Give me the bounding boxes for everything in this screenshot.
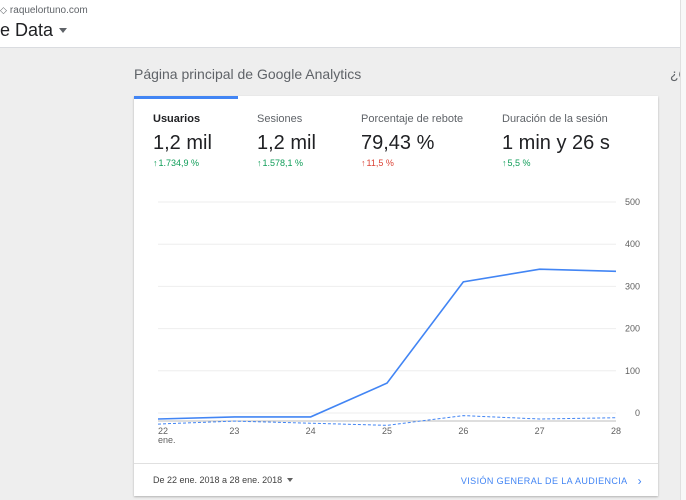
metric-label: Sesiones bbox=[257, 113, 303, 125]
x-tick-label: 28 bbox=[611, 426, 621, 436]
x-tick-label: 27 bbox=[535, 426, 545, 436]
account-domain[interactable]: ◇ raquelortuno.com bbox=[0, 5, 88, 16]
metric-value: 1,2 mil bbox=[257, 132, 316, 154]
metric-label: Duración de la sesión bbox=[502, 113, 608, 125]
property-icon: ◇ bbox=[0, 5, 7, 15]
x-tick-label: 24 bbox=[306, 426, 316, 436]
metric-value: 79,43 % bbox=[361, 132, 435, 154]
users-line-chart: 500 400 300 200 100 0 22 23 24 25 26 27 28 ene. bbox=[157, 197, 640, 445]
metric-label: Porcentaje de rebote bbox=[361, 113, 464, 125]
arrow-up-icon: ↑ bbox=[502, 158, 507, 168]
arrow-up-icon: ↑ bbox=[153, 158, 158, 168]
arrow-up-icon: ↑ bbox=[257, 158, 262, 168]
metric-change-value: 1.734,9 % bbox=[158, 158, 200, 168]
chevron-down-icon bbox=[59, 28, 68, 33]
metric-change: ↑ 1.734,9 % bbox=[153, 158, 212, 168]
chevron-down-icon bbox=[287, 478, 294, 482]
metric-value: 1,2 mil bbox=[153, 132, 212, 154]
metric-change-value: 5,5 % bbox=[507, 158, 531, 168]
section-title: Página principal de Google Analytics bbox=[134, 66, 362, 82]
top-bar: ◇ raquelortuno.com e Data bbox=[0, 0, 686, 48]
comparison-series-line bbox=[157, 415, 617, 426]
metric-change-value: 11,5 % bbox=[366, 158, 394, 168]
date-range-selector[interactable]: De 22 ene. 2018 a 28 ene. 2018 bbox=[153, 475, 294, 485]
y-tick-label: 400 bbox=[625, 239, 640, 249]
x-tick-sublabel: ene. bbox=[158, 435, 176, 445]
card-footer: De 22 ene. 2018 a 28 ene. 2018 VISIÓN GE… bbox=[134, 463, 658, 496]
metric-label: Usuarios bbox=[153, 113, 201, 125]
audience-overview-link[interactable]: VISIÓN GENERAL DE LA AUDIENCIA › bbox=[461, 474, 642, 488]
metric-value: 1 min y 26 s bbox=[502, 132, 610, 154]
y-tick-label: 100 bbox=[625, 366, 640, 376]
date-range-text: De 22 ene. 2018 a 28 ene. 2018 bbox=[153, 475, 283, 485]
metric-tab-users[interactable]: Usuarios 1,2 mil ↑ 1.734,9 % bbox=[153, 113, 212, 168]
metric-change: ↑ 1.578,1 % bbox=[257, 158, 316, 168]
y-tick-label: 500 bbox=[625, 197, 640, 207]
users-series-line bbox=[157, 268, 617, 420]
metric-tab-bounce-rate[interactable]: Porcentaje de rebote 79,43 % ↑ 11,5 % bbox=[361, 113, 463, 168]
active-tab-indicator bbox=[134, 96, 238, 99]
metric-tab-session-duration[interactable]: Duración de la sesión 1 min y 26 s ↑ 5,5 … bbox=[502, 113, 610, 168]
domain-text: raquelortuno.com bbox=[9, 5, 88, 16]
property-name: e Data bbox=[0, 20, 54, 40]
arrow-up-icon: ↑ bbox=[361, 158, 366, 168]
x-tick-label: 23 bbox=[229, 426, 239, 436]
audience-overview-label: VISIÓN GENERAL DE LA AUDIENCIA bbox=[460, 476, 628, 486]
analytics-card: Usuarios 1,2 mil ↑ 1.734,9 % Sesiones 1,2… bbox=[134, 96, 658, 496]
metric-tab-sessions[interactable]: Sesiones 1,2 mil ↑ 1.578,1 % bbox=[257, 113, 316, 168]
x-tick-label: 25 bbox=[382, 426, 392, 436]
x-tick-label: 22 bbox=[158, 426, 168, 436]
metric-change: ↑ 5,5 % bbox=[502, 158, 610, 168]
property-selector[interactable]: e Data bbox=[0, 20, 68, 41]
chevron-right-icon: › bbox=[637, 474, 642, 488]
x-tick-label: 26 bbox=[458, 426, 468, 436]
metric-change-value: 1.578,1 % bbox=[262, 158, 304, 168]
y-tick-label: 300 bbox=[625, 281, 640, 291]
metric-change: ↑ 11,5 % bbox=[361, 158, 463, 168]
y-tick-label: 0 bbox=[635, 408, 640, 418]
y-tick-label: 200 bbox=[625, 324, 640, 334]
right-edge-panel bbox=[680, 0, 686, 500]
